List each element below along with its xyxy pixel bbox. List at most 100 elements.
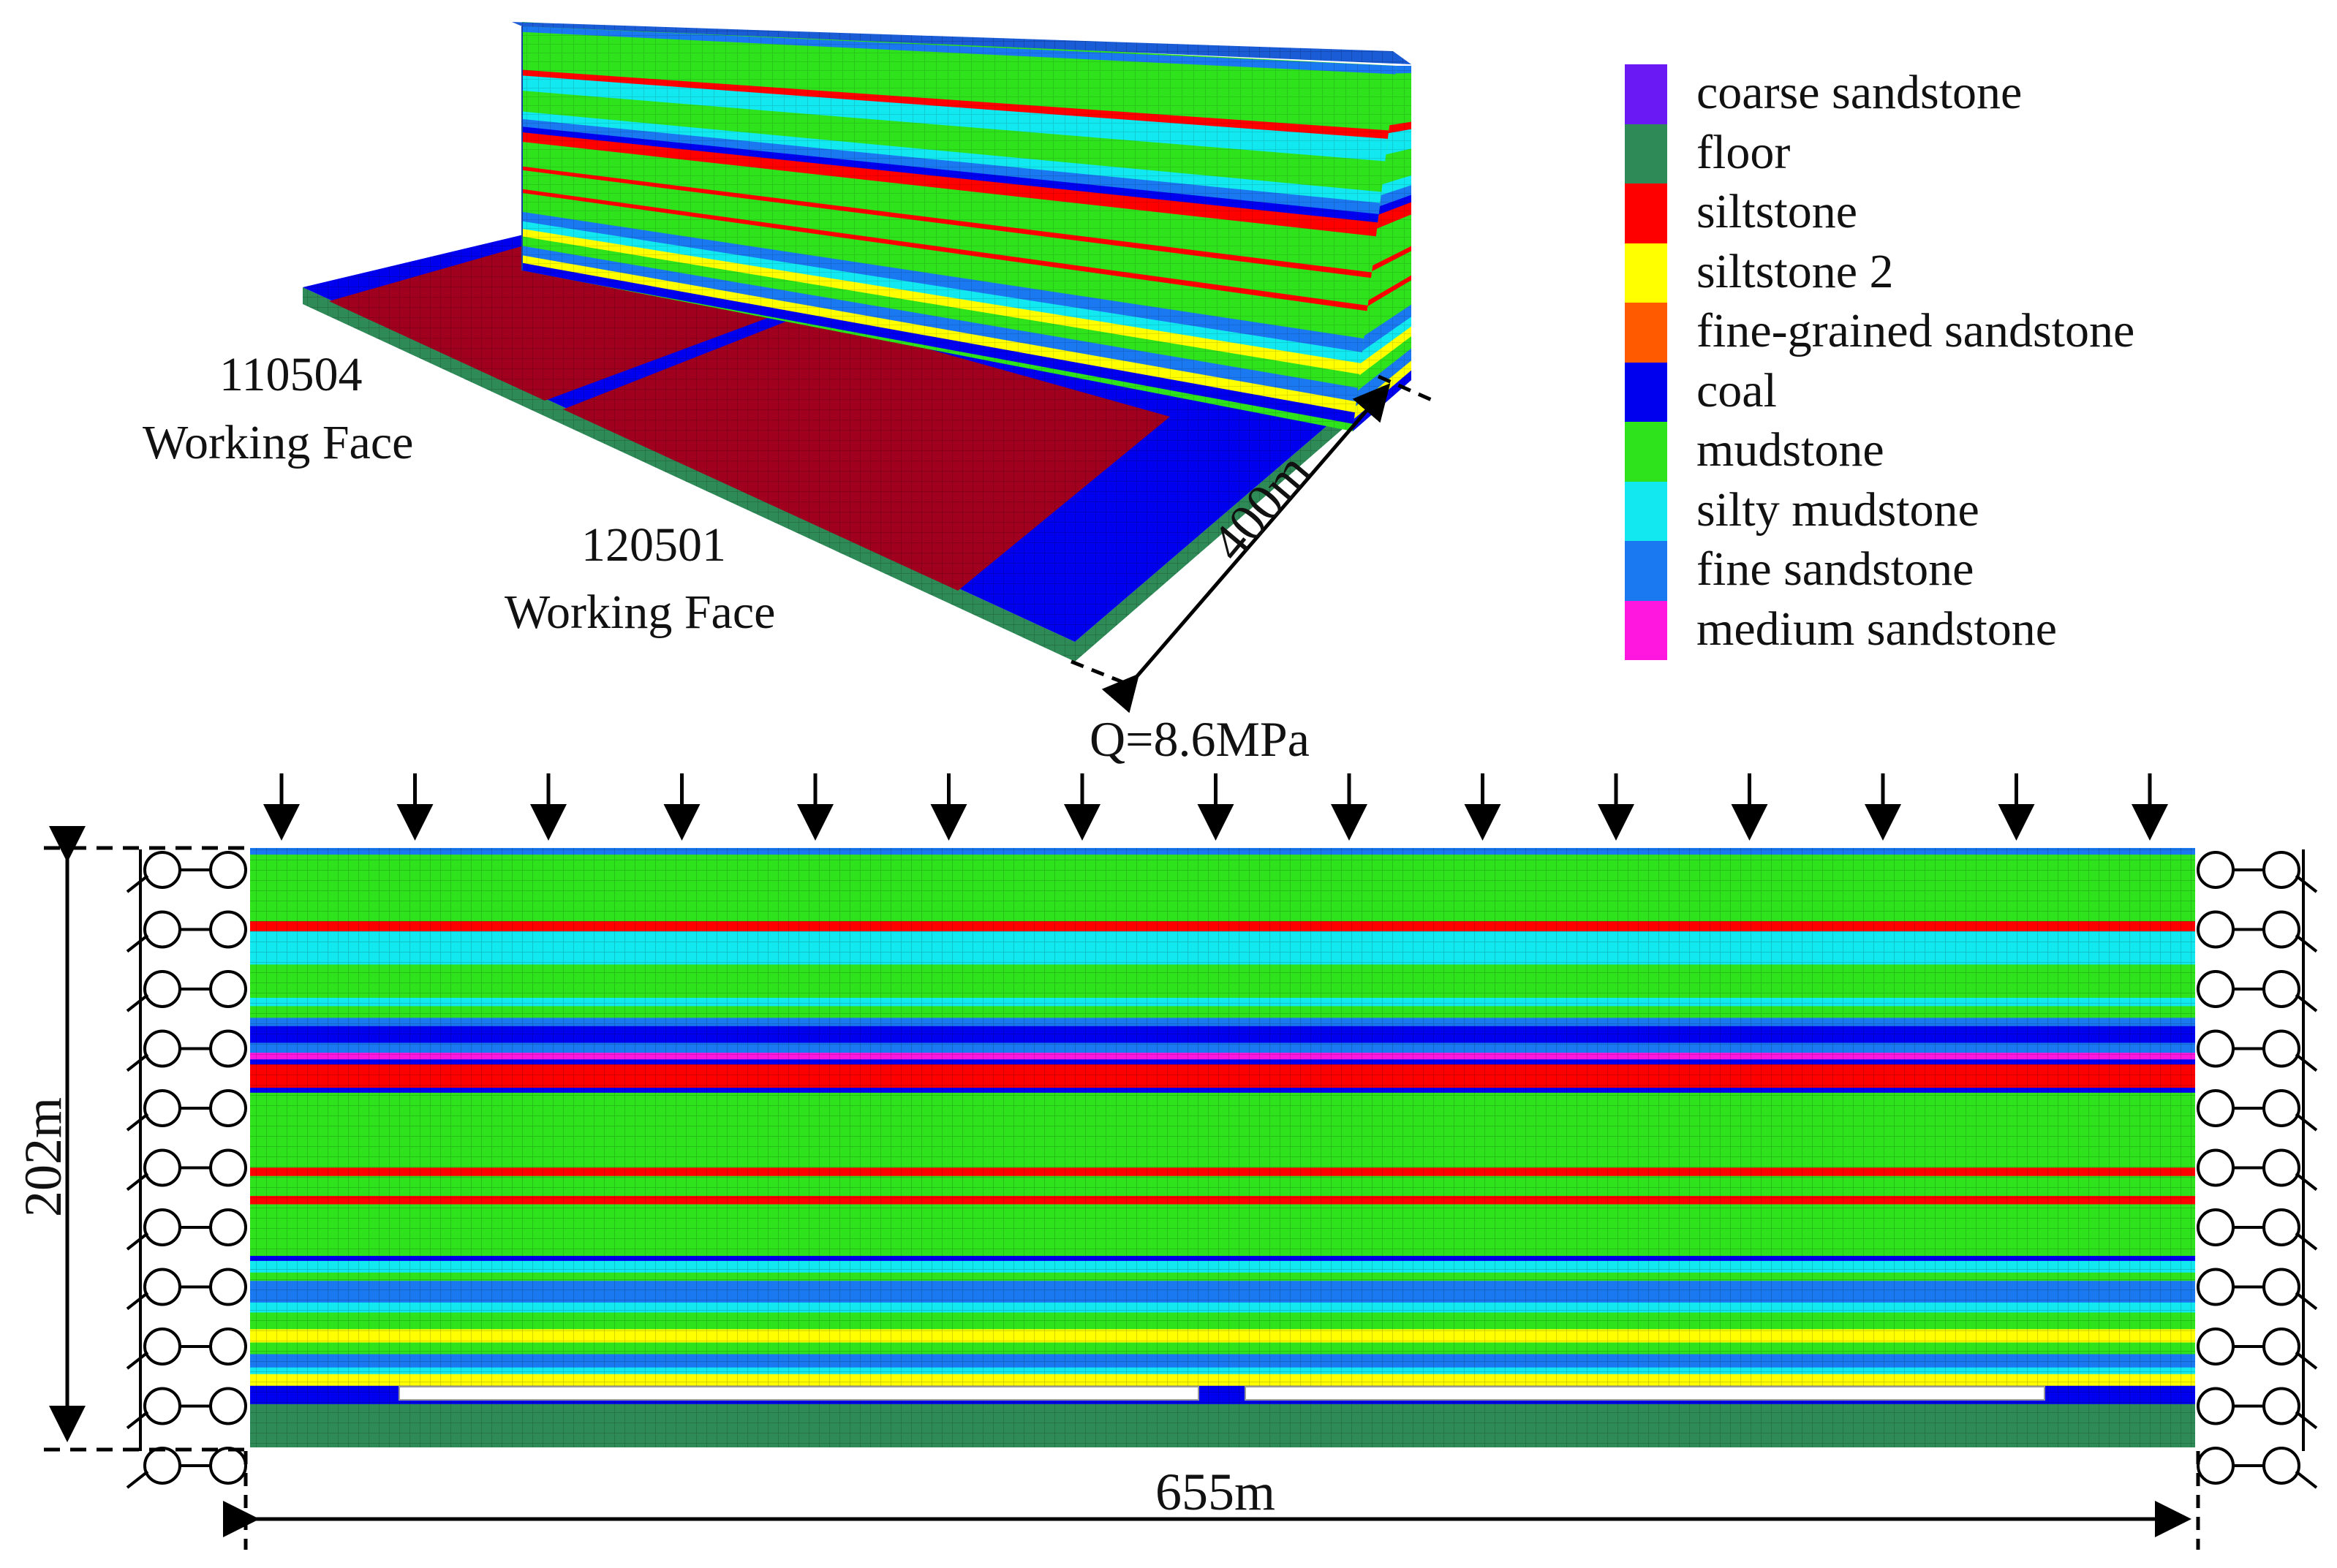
roller-circle: [209, 1029, 247, 1068]
legend-swatch: [1625, 422, 1667, 482]
support-hatch: [126, 1232, 149, 1251]
support-hatch: [2295, 933, 2318, 953]
legend-label: mudstone: [1696, 423, 1884, 477]
roller-circle: [209, 1447, 247, 1485]
support-hatch: [126, 933, 149, 953]
legend-swatch: [1625, 481, 1667, 541]
support-hatch: [126, 1470, 149, 1489]
legend-label: floor: [1696, 125, 1791, 179]
support-hatch: [126, 1172, 149, 1192]
roller-circle: [209, 1148, 247, 1187]
legend-label: medium sandstone: [1696, 602, 2058, 656]
support-hatch: [126, 1053, 149, 1072]
roller-circle: [2197, 1268, 2235, 1306]
section-2d: [44, 773, 2318, 1550]
legend-label: fine sandstone: [1696, 542, 1974, 596]
roller-circle: [2197, 1029, 2235, 1068]
legend-swatch: [1625, 600, 1667, 660]
support-hatch: [2295, 1410, 2318, 1430]
roller-circle: [2197, 851, 2235, 889]
roller-circle: [143, 1089, 181, 1127]
right-roller-supports: [2197, 849, 2318, 1489]
roller-circle: [2197, 1387, 2235, 1425]
roller-circle: [2262, 1447, 2300, 1485]
model-3d: [303, 22, 1435, 713]
roller-circle: [2262, 910, 2300, 949]
roller-circle: [209, 1328, 247, 1366]
label-120501-number: 120501: [581, 518, 726, 572]
length-dimension-655m: [223, 1451, 2200, 1550]
support-hatch: [2295, 1232, 2318, 1251]
goaf-opening-right: [1245, 1386, 2045, 1401]
roller-circle: [143, 1029, 181, 1068]
roller-circle: [143, 1268, 181, 1306]
legend-label: coarse sandstone: [1696, 66, 2023, 119]
label-120501-text: Working Face: [505, 586, 776, 639]
legend-label: silty mudstone: [1696, 482, 1979, 537]
roller-circle: [209, 851, 247, 889]
support-hatch: [126, 1113, 149, 1132]
legend-label: fine-grained sandstone: [1696, 304, 2135, 357]
label-110504-number: 110504: [219, 348, 363, 401]
support-hatch: [2295, 1113, 2318, 1132]
roller-circle: [143, 970, 181, 1008]
support-hatch: [126, 1291, 149, 1311]
legend-swatch: [1625, 303, 1667, 363]
roller-circle: [143, 1208, 181, 1246]
roller-circle: [143, 1328, 181, 1366]
roller-circle: [209, 1268, 247, 1306]
roller-circle: [2262, 1208, 2300, 1246]
support-hatch: [126, 993, 149, 1012]
roller-circle: [2197, 1447, 2235, 1485]
legend-label: siltstone 2: [1696, 244, 1894, 298]
roller-circle: [143, 1447, 181, 1485]
label-length-655m: 655m: [1155, 1463, 1276, 1521]
support-hatch: [2295, 1291, 2318, 1311]
label-load: Q=8.6MPa: [1090, 711, 1310, 767]
base-slab-front-grid: [303, 287, 1075, 662]
support-hatch: [2295, 874, 2318, 893]
label-height-202m: 202m: [14, 1097, 72, 1217]
roller-circle: [209, 1387, 247, 1425]
roller-circle: [2197, 910, 2235, 949]
legend-swatch: [1625, 541, 1667, 601]
roller-circle: [2262, 1387, 2300, 1425]
roller-circle: [209, 910, 247, 949]
support-hatch: [126, 1351, 149, 1370]
support-hatch: [126, 874, 149, 893]
label-110504-text: Working Face: [143, 416, 414, 469]
roller-circle: [2197, 970, 2235, 1008]
roller-circle: [143, 851, 181, 889]
legend-swatch: [1625, 124, 1667, 183]
goaf-opening-left: [399, 1386, 1199, 1401]
roller-circle: [2262, 1029, 2300, 1068]
support-hatch: [2295, 1470, 2318, 1489]
load-arrows: [263, 773, 2168, 841]
support-hatch: [2295, 1053, 2318, 1072]
rock-block-front: [522, 22, 1397, 431]
roller-circle: [143, 1148, 181, 1187]
roller-circle: [2262, 1268, 2300, 1306]
roller-circle: [143, 1387, 181, 1425]
roller-circle: [2262, 970, 2300, 1008]
height-dimension-202m: [44, 826, 250, 1452]
support-hatch: [2295, 1351, 2318, 1370]
roller-circle: [209, 1208, 247, 1246]
roller-circle: [2197, 1089, 2235, 1127]
roller-circle: [143, 910, 181, 949]
roller-circle: [209, 970, 247, 1008]
width-dimension-400m: [1071, 374, 1435, 713]
roller-circle: [209, 1089, 247, 1127]
legend-swatch: [1625, 362, 1667, 422]
legend-swatch: [1625, 64, 1667, 124]
roller-circle: [2197, 1148, 2235, 1187]
left-roller-supports: [126, 849, 247, 1489]
legend-label: siltstone: [1696, 185, 1858, 238]
section-strata: [250, 848, 2195, 1447]
legend-label: coal: [1696, 363, 1777, 417]
roller-circle: [2197, 1208, 2235, 1246]
roller-circle: [2262, 1148, 2300, 1187]
support-hatch: [126, 1410, 149, 1430]
roller-circle: [2197, 1328, 2235, 1366]
